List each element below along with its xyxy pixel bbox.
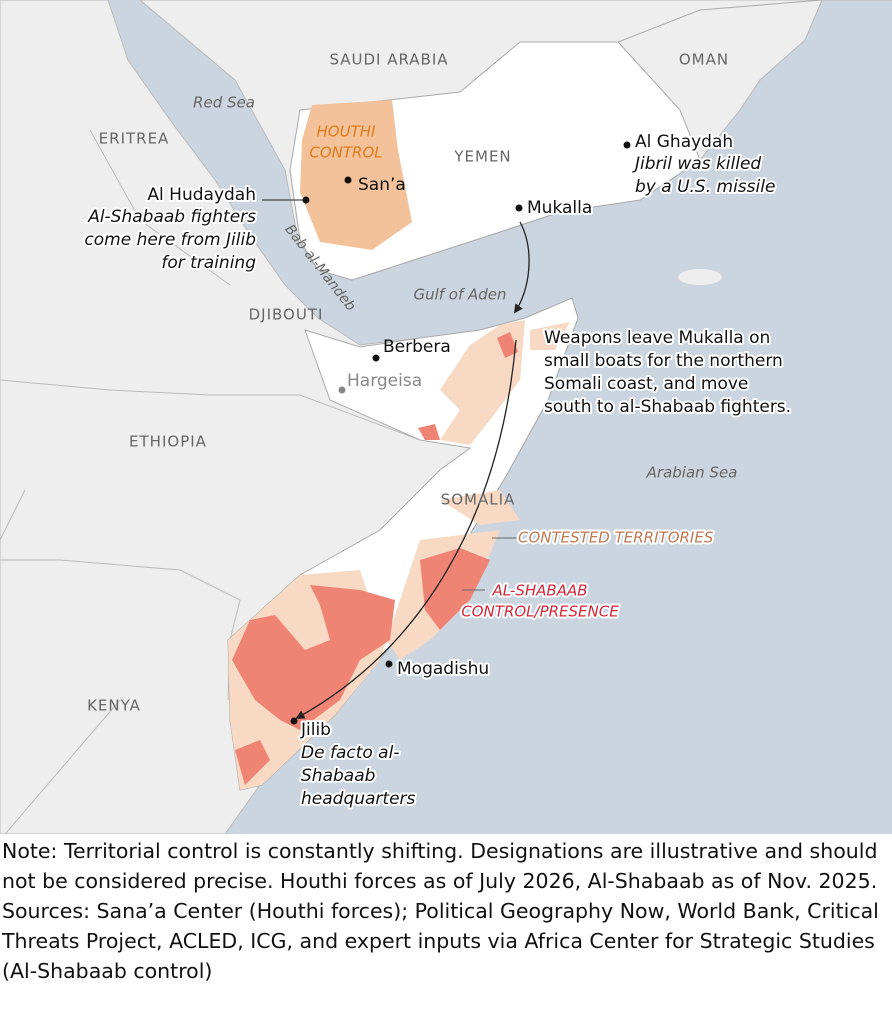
country-label: ERITREA	[99, 130, 170, 148]
place-name: Mukalla	[527, 198, 592, 218]
arrow	[295, 339, 517, 719]
country-label: YEMEN	[453, 148, 511, 166]
place-dot	[515, 204, 523, 212]
place-note: by a U.S. missile	[635, 177, 775, 197]
country-label: SOMALIA	[441, 491, 516, 509]
island	[678, 269, 722, 285]
place-note: Jibril was killed	[632, 154, 761, 174]
alshabaab-area	[232, 332, 518, 785]
place-dot	[372, 354, 380, 362]
place-note: De facto al-	[301, 743, 399, 763]
borders	[0, 129, 421, 834]
place-dot	[385, 660, 393, 668]
map: SAUDI ARABIA OMAN ERITREA YEMEN DJIBOUTI…	[0, 0, 892, 834]
country-label: ETHIOPIA	[129, 433, 207, 451]
place-name: Berbera	[383, 337, 451, 357]
houthi-label: HOUTHI	[317, 123, 377, 141]
country-label: SAUDI ARABIA	[329, 51, 448, 69]
annotation: Weapons leave Mukalla on	[544, 328, 770, 348]
note: Note: Territorial control is constantly …	[2, 839, 878, 893]
place-dot	[623, 141, 631, 149]
houthi-area	[300, 100, 412, 250]
annotation: south to al-Shabaab fighters.	[544, 397, 791, 417]
country-label: OMAN	[679, 51, 729, 69]
place-dot	[290, 717, 298, 725]
arrow	[513, 221, 530, 314]
place-note: Al-Shabaab fighters	[87, 207, 256, 227]
place-note: headquarters	[301, 789, 416, 809]
place-name: Al Hudaydah	[147, 185, 256, 205]
place-name: San’a	[358, 175, 406, 195]
sources: Sources: Sana’a Center (Houthi forces); …	[2, 899, 879, 983]
houthi-label: CONTROL	[309, 144, 382, 162]
alshabaab-label: CONTROL/PRESENCE	[461, 603, 619, 621]
border	[617, 0, 823, 43]
place-name: Mogadishu	[397, 659, 489, 679]
contested-label: CONTESTED TERRITORIES	[518, 529, 714, 547]
place-name: Al Ghaydah	[635, 132, 733, 152]
water-label: Gulf of Aden	[413, 286, 506, 304]
place-name: Jilib	[300, 720, 331, 740]
annotation: Somali coast, and move	[544, 374, 748, 394]
country-label: DJIBOUTI	[249, 306, 324, 324]
place-note: for training	[161, 253, 256, 273]
place-name: Hargeisa	[347, 371, 422, 391]
water-label: Red Sea	[193, 94, 255, 112]
footer: Note: Territorial control is constantly …	[0, 836, 882, 986]
water-label: Arabian Sea	[646, 464, 738, 482]
alshabaab-label: AL-SHABAAB	[491, 582, 587, 600]
place-dot	[302, 196, 310, 204]
place-dot	[344, 176, 352, 184]
place-note: Shabaab	[301, 766, 375, 786]
annotation: small boats for the northern	[544, 351, 783, 371]
place-dot	[338, 386, 346, 394]
place-note: come here from Jilib	[84, 230, 256, 250]
country-label: KENYA	[87, 697, 141, 715]
